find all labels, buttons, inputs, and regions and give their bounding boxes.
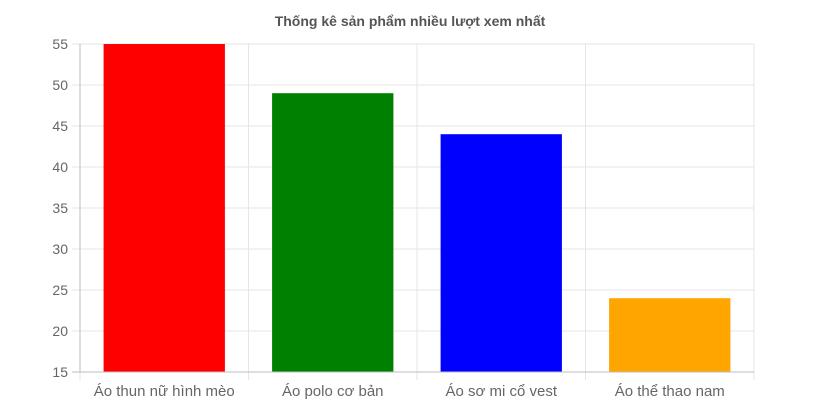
- bar-1[interactable]: [103, 44, 225, 372]
- y-axis-ticks: 15 20 25 30 35 40 45 50 55: [52, 36, 68, 380]
- x-axis-labels: Áo thun nữ hình mèo Áo polo cơ bản Áo sơ m…: [94, 383, 725, 400]
- bar-4[interactable]: [609, 298, 731, 372]
- y-tick-label: 40: [52, 159, 68, 175]
- y-tick-label: 35: [52, 200, 68, 216]
- y-tick-label: 20: [52, 323, 68, 339]
- chart-title: Thống kê sản phẩm nhiều lượt xem nhất: [275, 13, 546, 29]
- bar-3[interactable]: [440, 134, 562, 372]
- y-tick-label: 50: [52, 77, 68, 93]
- x-tick-label: Áo thể thao nam: [615, 383, 725, 400]
- y-tick-label: 45: [52, 118, 68, 134]
- y-tick-label: 30: [52, 241, 68, 257]
- y-tick-label: 25: [52, 282, 68, 298]
- axes: [72, 44, 754, 373]
- y-tick-label: 55: [52, 36, 68, 52]
- bar-2[interactable]: [272, 93, 394, 372]
- y-tick-label: 15: [52, 364, 68, 380]
- x-tick-label: Áo sơ mi cổ vest: [445, 383, 557, 400]
- bars: [103, 44, 731, 372]
- x-tick-label: Áo thun nữ hình mèo: [94, 383, 235, 400]
- x-tick-label: Áo polo cơ bản: [282, 383, 384, 400]
